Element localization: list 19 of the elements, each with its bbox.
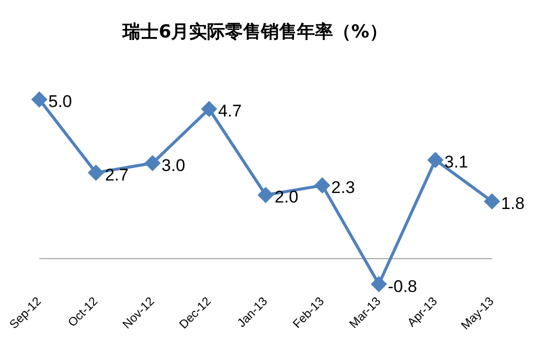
data-label: 3.0 — [162, 156, 186, 175]
data-label: 5.0 — [48, 92, 72, 112]
point — [88, 165, 104, 180]
data-label: 2.7 — [104, 165, 129, 184]
point — [484, 194, 500, 209]
point — [371, 276, 386, 292]
point — [314, 178, 330, 193]
data-label: 2.3 — [331, 178, 355, 198]
data-label: 4.7 — [218, 102, 242, 121]
point — [258, 187, 274, 202]
chart-title: 瑞士6月实际零售销售年率（%） — [122, 21, 388, 42]
point — [428, 152, 443, 168]
point — [145, 156, 160, 171]
data-label: 1.8 — [501, 194, 525, 214]
data-label: 2.0 — [274, 188, 298, 207]
point — [32, 92, 47, 107]
data-label: -0.8 — [388, 276, 418, 296]
data-label: 3.1 — [444, 152, 468, 172]
point — [202, 102, 217, 116]
